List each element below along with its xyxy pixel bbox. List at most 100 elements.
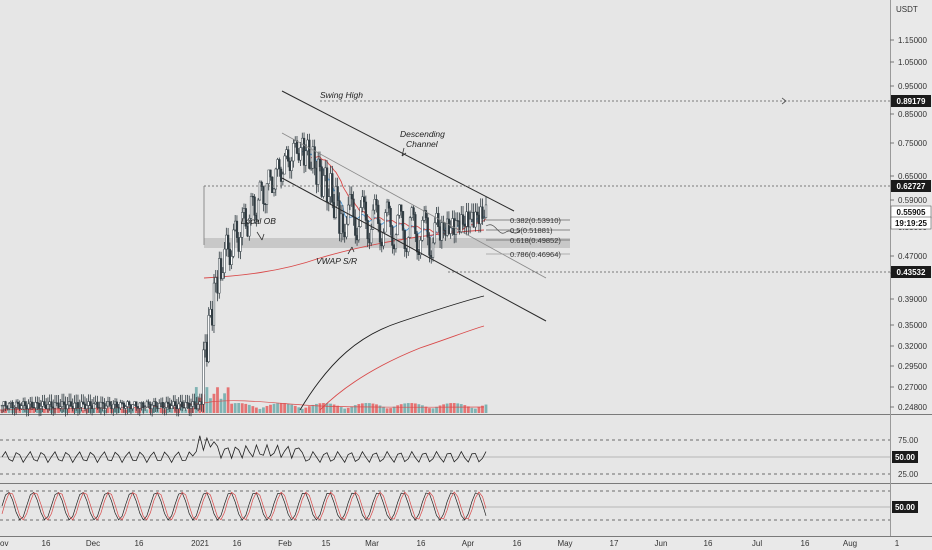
candle-body (92, 403, 96, 409)
volume-bar (290, 404, 294, 413)
candle-body (336, 186, 339, 201)
candle-body (207, 315, 210, 362)
candle-body (334, 186, 338, 218)
candle-body (382, 231, 385, 247)
candle-body (377, 204, 380, 224)
volume-bar (424, 406, 428, 413)
price-tick-label: 0.32000 (898, 342, 927, 351)
candle-body (396, 214, 399, 236)
candle-body (352, 198, 355, 218)
candle-body (387, 201, 390, 209)
time-tick-label: 16 (233, 539, 242, 548)
candle-body (384, 212, 387, 233)
candle-body (481, 206, 484, 219)
candle-body (115, 401, 118, 408)
volume-bar (42, 409, 46, 413)
candle-body (362, 196, 366, 203)
candle-body (27, 403, 30, 409)
volume-bar (392, 406, 396, 413)
annotation-descending-channel: Descending Channel (400, 129, 445, 149)
candle-body (82, 401, 85, 405)
volume-bar (406, 403, 410, 413)
volume-bar (233, 403, 237, 413)
candle-body (46, 404, 50, 410)
candle-body (292, 143, 295, 162)
projection-path (485, 224, 521, 234)
volume-bar (244, 403, 248, 413)
volume-bar (307, 406, 311, 413)
candle-body (43, 401, 46, 406)
price-level-tag (891, 266, 931, 278)
stoch-current-value: 50.00 (895, 503, 916, 512)
candle-body (165, 401, 168, 408)
time-tick-label: Apr (462, 539, 475, 548)
volume-bar (470, 407, 474, 413)
price-tick-label: 0.59000 (898, 196, 927, 205)
volume-bar (145, 409, 149, 413)
volume-bar (452, 403, 456, 413)
candle-body (461, 214, 465, 225)
volume-bar (237, 403, 241, 413)
time-tick-label: 1 (895, 539, 900, 548)
candle-body (99, 401, 103, 408)
candle-body (394, 234, 398, 250)
volume-bar (350, 406, 354, 413)
volume-bar (265, 405, 269, 413)
volume-bar (57, 407, 60, 413)
candle-body (89, 401, 92, 407)
volume-bar (449, 403, 453, 413)
volume-bar (67, 407, 71, 413)
candle-body (401, 211, 405, 231)
candle-body (16, 401, 20, 404)
candle-body (281, 173, 285, 182)
candle-body (412, 207, 415, 215)
candle-body (163, 407, 166, 409)
price-tick-label: 1.15000 (898, 36, 927, 45)
candle-body (414, 214, 417, 235)
price-tick-label: 0.65000 (898, 172, 927, 181)
candle-body (181, 401, 184, 408)
candle-body (7, 403, 11, 409)
rsi-current-tag (892, 451, 918, 463)
candle-body (36, 402, 39, 404)
volume-bar (466, 406, 470, 413)
volume-bar (286, 403, 290, 413)
candle-body (39, 406, 43, 409)
volume-bar (346, 407, 350, 413)
candle-body (348, 194, 352, 206)
candle-body (295, 140, 299, 154)
candle-body (440, 222, 443, 241)
candle-body (357, 226, 360, 241)
drawings[interactable] (203, 90, 890, 322)
volume-bar (7, 407, 11, 413)
vwap-line (203, 229, 485, 279)
candle-body (223, 248, 226, 274)
volume-bar (403, 403, 407, 413)
main-panel-bg (0, 0, 890, 414)
annotation-line: Channel (406, 139, 439, 149)
candle-body (196, 404, 200, 410)
candle-body (177, 403, 180, 409)
time-tick-label: Mar (365, 539, 379, 548)
price-level-value: 0.62727 (897, 182, 926, 191)
candle-body (161, 401, 164, 408)
fib-label: 0.618(0.49852) (510, 236, 561, 245)
volume-bar (445, 403, 449, 413)
volume-bar (254, 407, 258, 413)
time-tick-label: Jul (752, 539, 762, 548)
channel-arrow (401, 147, 407, 157)
candle-body (433, 222, 436, 244)
candle-body (271, 176, 274, 194)
candle-body (428, 237, 431, 256)
candle-body (186, 402, 189, 404)
candle-body (221, 272, 224, 279)
stoch-k-line (1, 491, 487, 521)
candle-body (50, 401, 53, 408)
candle-body (119, 402, 122, 409)
candle-body (73, 402, 76, 409)
candle-body (318, 158, 322, 168)
candle-body (57, 402, 60, 409)
time-tick-label: 16 (704, 539, 713, 548)
